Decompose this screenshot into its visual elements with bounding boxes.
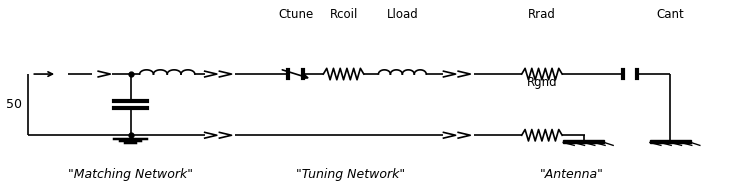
Text: Rgnd: Rgnd <box>527 76 557 89</box>
Text: "Matching Network": "Matching Network" <box>68 168 193 181</box>
Text: Ctune: Ctune <box>278 8 314 21</box>
Text: Cant: Cant <box>657 8 684 21</box>
Text: 50: 50 <box>6 98 22 111</box>
Text: "Antenna": "Antenna" <box>539 168 603 181</box>
Polygon shape <box>650 140 691 143</box>
Text: Lload: Lload <box>387 8 418 21</box>
Text: Rcoil: Rcoil <box>329 8 358 21</box>
Text: "Tuning Network": "Tuning Network" <box>297 168 405 181</box>
Text: Rrad: Rrad <box>528 8 556 21</box>
Polygon shape <box>563 140 604 143</box>
